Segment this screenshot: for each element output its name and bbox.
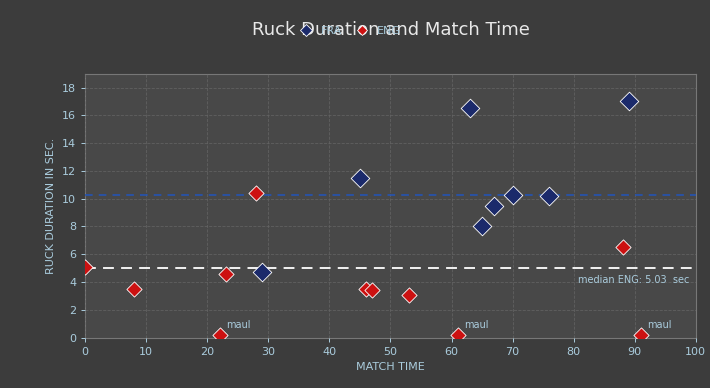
Point [623,99,634,105]
Text: maul: maul [464,320,488,330]
Point [544,193,555,199]
Point [129,286,140,292]
Point [80,263,91,270]
Point [361,286,372,292]
Point [214,333,225,339]
Text: maul: maul [647,320,672,330]
Point [476,223,488,230]
Y-axis label: RUCK DURATION IN SEC.: RUCK DURATION IN SEC. [46,137,57,274]
Text: maul: maul [226,320,250,330]
X-axis label: MATCH TIME: MATCH TIME [356,362,425,372]
Point [403,291,415,298]
Point [507,191,518,197]
Point [256,269,268,275]
Point [464,105,476,111]
Title: Ruck Duration and Match Time: Ruck Duration and Match Time [251,21,530,39]
Point [354,175,366,181]
Legend: FRA, ENG: FRA, ENG [290,21,405,40]
Point [366,287,378,293]
Text: median ENG: 5.03  sec: median ENG: 5.03 sec [579,275,689,285]
Point [452,333,464,339]
Point [617,244,628,250]
Point [488,203,500,209]
Point [251,190,262,196]
Point [220,270,231,277]
Point [635,333,647,339]
